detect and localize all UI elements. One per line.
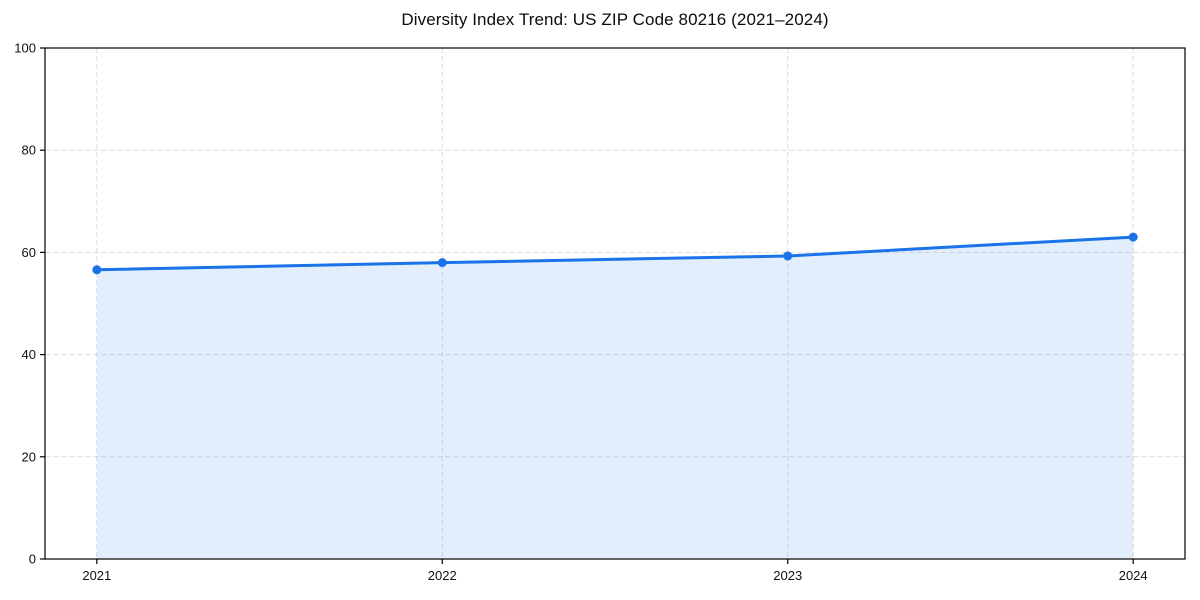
y-tick-label: 20	[22, 449, 36, 464]
y-tick-label: 60	[22, 245, 36, 260]
area-fill	[96, 237, 1134, 559]
x-tick-label: 2022	[428, 568, 457, 583]
plot-border	[44, 47, 1186, 560]
data-point	[783, 251, 793, 261]
y-tick-label: 80	[22, 143, 36, 158]
chart-title: Diversity Index Trend: US ZIP Code 80216…	[401, 10, 829, 29]
x-tick-label: 2023	[773, 568, 802, 583]
data-point	[437, 258, 447, 268]
y-tick-label: 0	[29, 552, 36, 567]
trend-line	[95, 235, 1135, 272]
y-tick-label: 100	[14, 41, 36, 56]
data-point	[92, 265, 102, 275]
x-tick-label: 2021	[82, 568, 111, 583]
data-point	[1128, 232, 1138, 242]
x-tick-label: 2024	[1119, 568, 1148, 583]
y-tick-label: 40	[22, 347, 36, 362]
